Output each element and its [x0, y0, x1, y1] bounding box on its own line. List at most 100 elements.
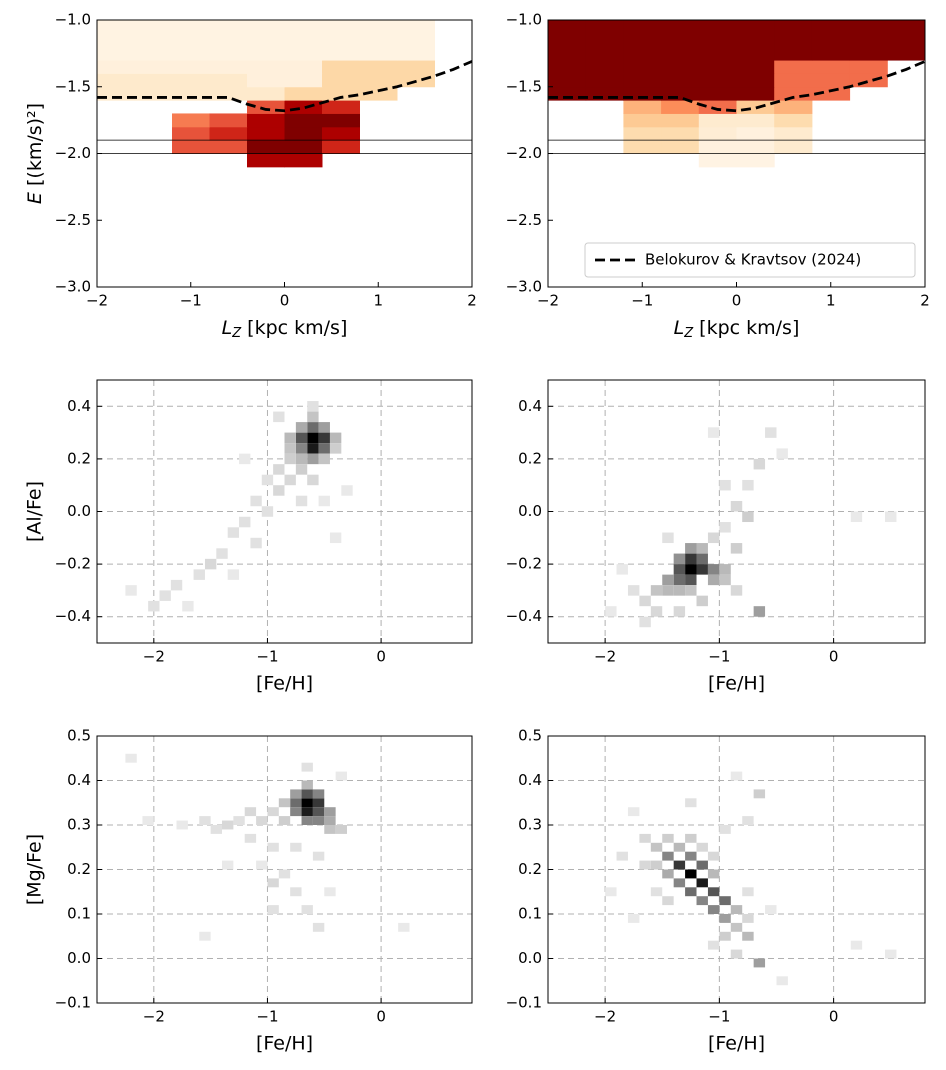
heatmap-cell [811, 73, 851, 88]
heatmap-cell [661, 100, 700, 114]
hist2d-cell [673, 606, 686, 617]
y-tick-label: −0.2 [55, 555, 91, 573]
hist2d-cell [685, 798, 697, 808]
hist2d-cell [290, 789, 302, 799]
y-tick-label: 0.0 [67, 502, 91, 520]
y-tick-label: −1.5 [506, 77, 542, 95]
hist2d-cell [753, 789, 766, 799]
heatmap-cell [774, 126, 813, 141]
panel: −2 −1 0 1 2 −3.0 −2.5 −2.0 −1.5 −1.0 LZ [kpc km/s]… [24, 11, 477, 341]
hist2d-cell [273, 485, 285, 496]
heatmap-cell [849, 60, 888, 74]
heatmap-cell [134, 20, 173, 34]
heatmap-cell [811, 86, 851, 101]
y-tick-label: −3.0 [506, 278, 542, 296]
hist2d-cell [267, 807, 279, 817]
hist2d-cell [650, 842, 663, 852]
heatmap-cell [322, 20, 360, 34]
hist2d-cell [284, 432, 296, 444]
hist2d-cell [765, 427, 777, 438]
hist2d-cell [290, 798, 302, 808]
heatmap-cell [887, 46, 925, 61]
y-tick-label: 0.4 [518, 397, 542, 415]
hist2d-cell [639, 616, 651, 628]
hist2d-cell [284, 443, 296, 454]
hist2d-cell [719, 896, 731, 906]
hist2d-cell [307, 453, 319, 465]
heatmap-cell [585, 60, 624, 74]
hist2d-cell [885, 511, 897, 523]
x-tick-label: 0 [376, 648, 386, 666]
hist2d-cell [730, 771, 743, 781]
y-tick-label: −0.1 [55, 994, 91, 1012]
y-tick-label: 0.2 [518, 449, 542, 467]
heatmap-cell [736, 153, 775, 168]
heatmap-cell [209, 60, 248, 74]
label-part: L [222, 317, 233, 339]
label-part: [(km/s)²] [24, 103, 46, 192]
hist2d-cell [673, 585, 686, 596]
legend-box [584, 242, 916, 278]
hist2d-cell [312, 789, 325, 799]
hist2d-cell [295, 432, 308, 444]
hist2d-cell [284, 453, 296, 465]
heatmap-cell [849, 46, 888, 61]
hist2d-cell [193, 569, 205, 580]
hist2d-cell [742, 914, 754, 923]
heatmap-cell [134, 60, 173, 74]
heatmap-cell [209, 73, 248, 88]
hist2d-cell [605, 606, 617, 617]
y-tick-label: 0.0 [67, 949, 91, 967]
hist2d-cell [616, 851, 628, 861]
heatmap-cell [247, 20, 285, 34]
heatmap-cell [736, 86, 775, 101]
hist2d-cell [685, 574, 697, 586]
hist2d-cell [650, 585, 663, 596]
hist2d-cell [765, 905, 777, 914]
hist2d-cell [673, 842, 686, 852]
heatmap-cell [359, 73, 398, 88]
plot-area [548, 20, 925, 168]
heatmap-cell [585, 33, 624, 48]
y-tick-label: 0.1 [67, 905, 91, 923]
hist2d-cell [719, 931, 731, 941]
heatmap-cell [623, 73, 662, 88]
heatmap-cell [284, 20, 323, 34]
y-tick-label: −0.1 [506, 994, 542, 1012]
heatmap-cell [97, 60, 135, 74]
heatmap-cell [359, 20, 398, 34]
hist2d-cell [301, 816, 313, 825]
hist2d-cell [125, 585, 137, 596]
heatmap-cell [661, 113, 700, 128]
hist2d-cell [125, 753, 137, 763]
heatmap-cell [698, 60, 737, 74]
heatmap-cell [736, 60, 775, 74]
hist2d-cell [662, 574, 674, 586]
heatmap-cell [359, 46, 398, 61]
hist2d-cell [753, 606, 766, 617]
heatmap-cell [134, 33, 173, 48]
hist2d-cell [685, 585, 697, 596]
heatmap-cell [623, 33, 662, 48]
x-tick-label: −1 [708, 648, 730, 666]
x-tick-label: −2 [537, 292, 559, 310]
hist2d-cell [885, 949, 897, 959]
heatmap-cell [774, 33, 813, 48]
hist2d-cell [742, 511, 754, 523]
hist2d-cell [318, 495, 330, 507]
heatmap-cell [623, 113, 662, 128]
hist2d-cell [250, 537, 262, 549]
y-tick-label: 0.3 [67, 816, 91, 834]
heatmap-cell [359, 86, 398, 101]
y-tick-label: −2.5 [55, 211, 91, 229]
hist2d-cell [267, 878, 279, 888]
hist2d-cell [142, 816, 154, 825]
heatmap-cell [811, 20, 851, 34]
hist2d-cell [301, 798, 313, 808]
y-tick-label: −2.0 [55, 144, 91, 162]
heatmap-cell [623, 46, 662, 61]
hist2d-cell [673, 564, 686, 575]
hist2d-cell [753, 958, 766, 968]
heatmap-cell [247, 153, 285, 168]
x-tick-label: 0 [829, 648, 839, 666]
